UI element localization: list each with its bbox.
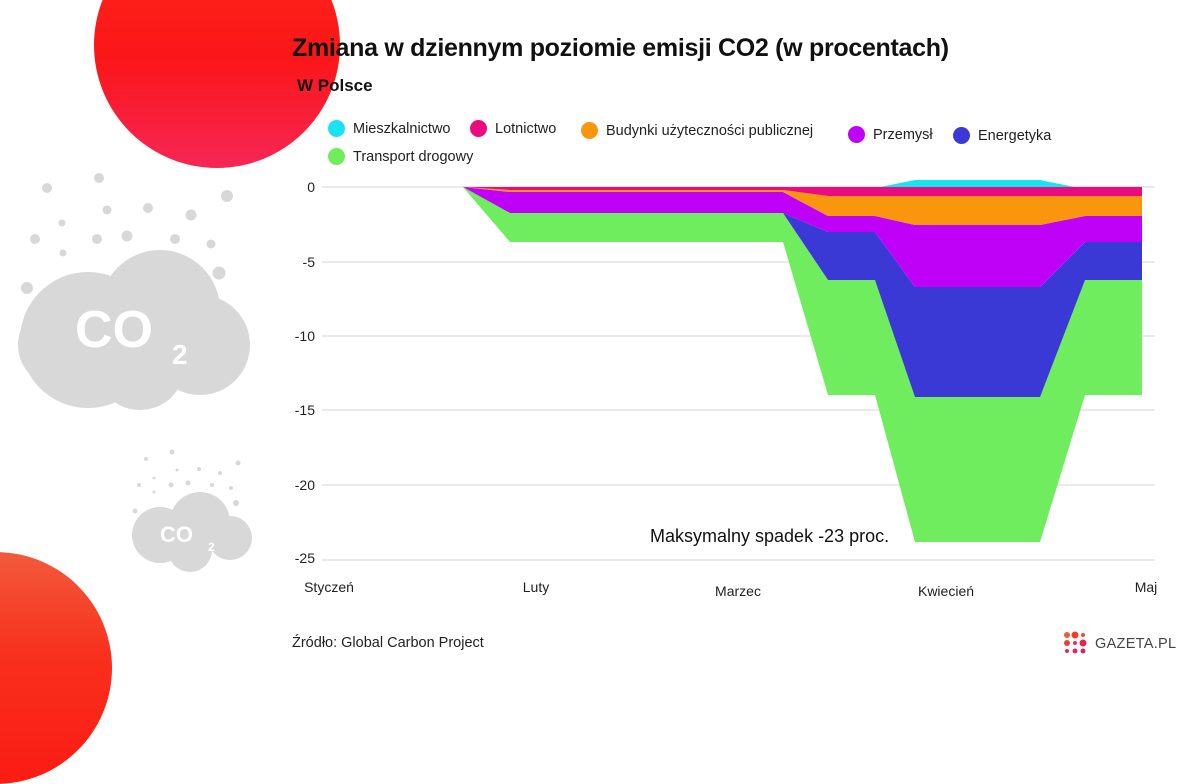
legend-item-transport-drogowy[interactable]: Transport drogowy <box>328 148 473 165</box>
area-przemysl <box>463 187 1142 287</box>
area-lotnictwo <box>463 187 1142 196</box>
legend-item-przemysl[interactable]: Przemysł <box>848 126 933 143</box>
legend-swatch-icon <box>470 120 487 137</box>
logo-text: GAZETA.PL <box>1095 636 1177 652</box>
y-tick: -20 <box>294 477 315 493</box>
y-tick: -25 <box>294 550 315 566</box>
svg-text:CO: CO <box>75 301 153 359</box>
x-tick: Styczeń <box>304 579 354 595</box>
legend-swatch-icon <box>848 126 865 143</box>
area-mieszkalnictwo <box>880 180 1075 187</box>
area-budynki-uzytecznosci-publicznej <box>463 187 1142 225</box>
y-tick: -15 <box>294 402 315 418</box>
x-tick: Kwiecień <box>917 583 975 599</box>
x-tick: Maj <box>1134 579 1158 595</box>
chart-subtitle: W Polsce <box>297 76 373 95</box>
legend-swatch-icon <box>581 122 598 139</box>
legend-label: Mieszkalnictwo <box>353 120 451 137</box>
chart-title: Zmiana w dziennym poziomie emisji CO2 (w… <box>292 34 949 62</box>
area-energetyka <box>783 213 1142 397</box>
x-tick: Marzec <box>715 583 761 599</box>
legend-item-lotnictwo[interactable]: Lotnictwo <box>470 120 556 137</box>
legend-swatch-icon <box>328 148 345 165</box>
legend-label: Lotnictwo <box>495 120 557 137</box>
legend-item-mieszkalnictwo[interactable]: Mieszkalnictwo <box>328 120 451 137</box>
legend-label: Budynki użyteczności publicznej <box>606 122 814 139</box>
svg-text:CO: CO <box>160 522 193 547</box>
legend-label: Transport drogowy <box>353 148 474 165</box>
legend-label: Przemysł <box>873 126 933 143</box>
y-tick: -5 <box>302 254 315 270</box>
y-tick: 0 <box>307 179 315 195</box>
source-note: Źródło: Global Carbon Project <box>292 635 484 651</box>
x-tick: Luty <box>522 579 550 595</box>
svg-text:2: 2 <box>172 339 188 370</box>
legend-swatch-icon <box>953 127 970 144</box>
legend-item-budynki[interactable]: Budynki użyteczności publicznej <box>581 122 813 139</box>
gazeta-dots-icon <box>1064 631 1087 654</box>
svg-text:2: 2 <box>208 540 215 554</box>
stacked-area-chart <box>322 180 1155 561</box>
legend-item-energetyka[interactable]: Energetyka <box>953 127 1051 144</box>
gazeta-logo[interactable]: GAZETA.PL <box>1063 631 1176 657</box>
y-tick: -10 <box>294 328 315 344</box>
max-drop-annotation: Maksymalny spadek -23 proc. <box>650 526 890 546</box>
legend-label: Energetyka <box>978 127 1052 144</box>
area-transport-drogowy <box>463 187 1142 542</box>
co2-cloud-icon: CO 2 CO 2 <box>18 173 252 572</box>
legend-swatch-icon <box>328 120 345 137</box>
